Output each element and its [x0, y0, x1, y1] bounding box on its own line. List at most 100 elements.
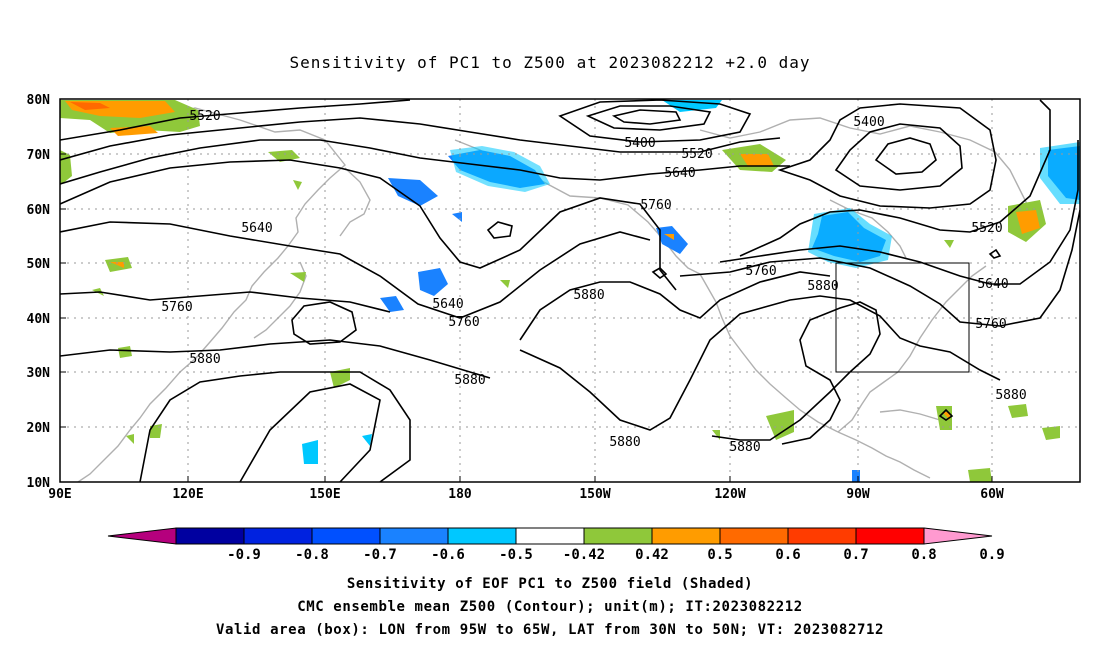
map-frame — [59, 98, 1081, 483]
contour-label: 5760 — [448, 315, 479, 330]
contour-line — [611, 109, 682, 125]
contour-line — [834, 123, 963, 191]
contour-label: 5520 — [189, 109, 220, 124]
shade-negative — [418, 268, 448, 296]
colorbar-label: -0.9 — [227, 547, 261, 563]
colorbar-box — [175, 527, 245, 545]
coastline-canada-arctic — [699, 117, 1031, 211]
caption-line-3: Valid area (box): LON from 95W to 65W, L… — [216, 622, 884, 638]
coastline-cuba — [879, 409, 941, 421]
contour-line — [558, 99, 752, 143]
colorbar-label: -0.6 — [431, 547, 465, 563]
lon-label: 180 — [448, 487, 472, 502]
lat-label: 30N — [27, 366, 51, 381]
coastline-kamchatka — [339, 167, 371, 237]
lat-label: 60N — [27, 203, 51, 218]
shade-positive — [126, 434, 134, 444]
lon-label: 120E — [172, 487, 203, 502]
contour-line — [139, 371, 411, 482]
shade-positive — [740, 154, 774, 166]
z500-contours — [60, 99, 1080, 482]
contour-line — [519, 271, 831, 341]
colorbar-box — [515, 527, 585, 545]
sensitivity-shading — [60, 100, 1080, 482]
coastline-hudson-bay — [829, 199, 907, 259]
lat-label: 40N — [27, 312, 51, 327]
shade-negative — [450, 146, 550, 192]
contour-label: 5400 — [853, 115, 884, 130]
contour-line — [60, 99, 411, 141]
contour-label: 5760 — [640, 198, 671, 213]
figure-title: Sensitivity of PC1 to Z500 at 2023082212… — [289, 53, 810, 72]
contour-label: 5880 — [609, 435, 640, 450]
colorbar-label: -0.8 — [295, 547, 329, 563]
coastline-north-america-east — [837, 265, 987, 433]
colorbar-box — [447, 527, 517, 545]
shade-negative — [1040, 142, 1080, 204]
colorbar-label: 0.5 — [707, 547, 732, 563]
caption: Sensitivity of EOF PC1 to Z500 field (Sh… — [216, 576, 884, 638]
colorbar: -0.9 -0.8 -0.7 -0.6 -0.5 -0.42 0.42 0.5 0.6 0.7 0.… — [107, 527, 1005, 563]
contour-line — [60, 221, 651, 319]
colorbar-box — [855, 527, 925, 545]
contour-label: 5640 — [241, 221, 272, 236]
colorbar-box — [583, 527, 653, 545]
shade-positive — [110, 262, 124, 268]
colorbar-label: 0.42 — [635, 547, 669, 563]
contour-line — [486, 221, 513, 239]
contour-label: 5880 — [573, 288, 604, 303]
colorbar-label: 0.9 — [979, 547, 1004, 563]
caption-line-2: CMC ensemble mean Z500 (Contour); unit(m… — [297, 599, 803, 615]
colorbar-label: 0.7 — [843, 547, 868, 563]
contour-line — [679, 209, 1080, 327]
shade-positive — [118, 346, 132, 358]
colorbar-box — [379, 527, 449, 545]
lat-label: 70N — [27, 148, 51, 163]
shade-positive — [1016, 210, 1040, 234]
shade-positive — [1042, 426, 1060, 440]
contour-line — [60, 117, 781, 161]
contour-line — [777, 103, 997, 209]
contour-line — [60, 139, 790, 185]
map-ticks — [60, 153, 993, 482]
coastline-north-america-west — [699, 273, 839, 433]
colorbar-box — [787, 527, 857, 545]
lon-label: 60W — [980, 487, 1004, 502]
colorbar-box — [243, 527, 313, 545]
caption-line-1: Sensitivity of EOF PC1 to Z500 field (Sh… — [347, 576, 753, 592]
contour-label: 5880 — [729, 440, 760, 455]
contour-label: 5880 — [807, 279, 838, 294]
contour-label: 5760 — [975, 317, 1006, 332]
contour-line — [938, 408, 954, 421]
shade-positive — [330, 368, 350, 388]
contour-line — [988, 248, 1002, 259]
colorbar-label: 0.6 — [775, 547, 800, 563]
contour-label: 5880 — [189, 352, 220, 367]
lat-label: 80N — [27, 93, 51, 108]
lon-label: 90W — [846, 487, 870, 502]
contour-line — [60, 339, 491, 379]
contour-label: 5640 — [977, 277, 1008, 292]
latitude-labels: 80N 70N 60N 50N 40N 30N 20N 10N — [27, 93, 51, 491]
shade-negative — [362, 434, 372, 446]
shade-negative — [656, 226, 688, 254]
contour-line — [60, 159, 677, 291]
colorbar-box — [651, 527, 721, 545]
contour-line — [719, 140, 1079, 285]
lon-label: 90E — [48, 487, 71, 502]
shade-positive — [664, 234, 674, 240]
shade-positive — [268, 150, 300, 162]
map-panel: 5520 5400 5520 5400 5640 5760 5640 5760 … — [27, 93, 1081, 502]
colorbar-box — [311, 527, 381, 545]
colorbar-label: -0.5 — [499, 547, 533, 563]
contour-line — [711, 301, 881, 445]
contour-label: 5640 — [432, 297, 463, 312]
coastline-asia — [60, 104, 346, 482]
shade-negative — [852, 470, 860, 482]
contour-label: 5880 — [454, 373, 485, 388]
contour-line — [651, 267, 668, 280]
shade-positive — [70, 102, 110, 110]
shade-positive — [500, 280, 510, 288]
contour-label: 5520 — [681, 147, 712, 162]
